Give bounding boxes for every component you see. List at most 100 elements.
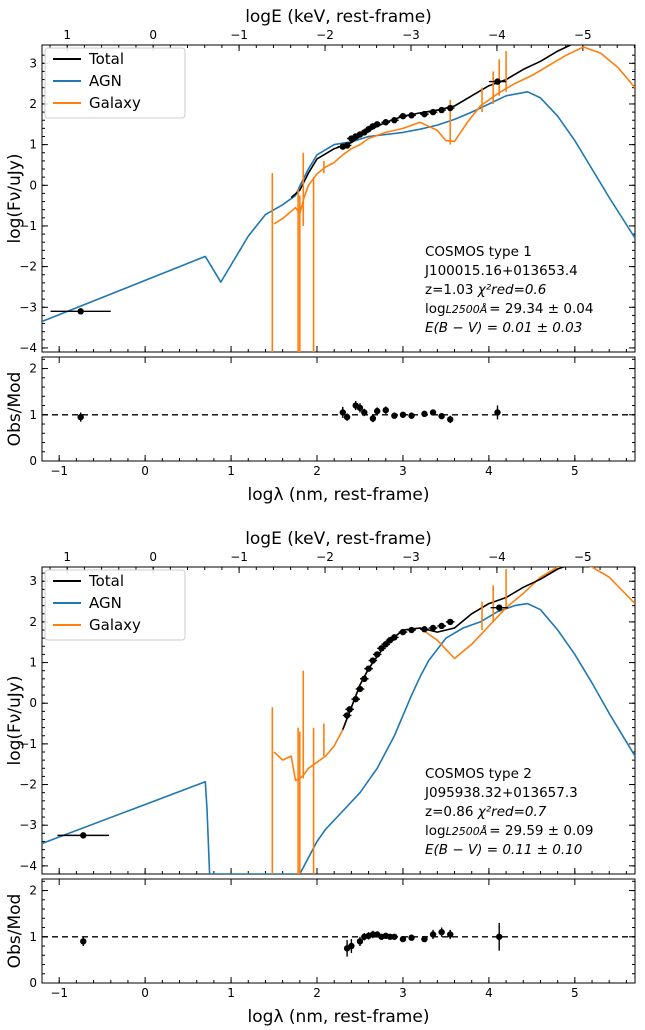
panel-2: −1 0 1 2 3 4 5 logλ (nm, rest-frame) 1 0 −1 −2 −3 −4 −… bbox=[5, 529, 636, 1027]
main-axes-frame bbox=[41, 566, 636, 875]
y-tick-label: 1 bbox=[29, 138, 37, 152]
legend-label-agn: AGN bbox=[89, 72, 122, 90]
annotation-l2500-value: = 29.34 ± 0.04 bbox=[489, 301, 593, 317]
photometry-point bbox=[346, 706, 353, 713]
residual-point bbox=[408, 412, 415, 419]
y-tick-label: 0 bbox=[29, 696, 37, 710]
y-tick-label: −1 bbox=[19, 219, 37, 233]
residual-point bbox=[447, 931, 454, 938]
legend-label-total: Total bbox=[88, 572, 124, 590]
photometry-point bbox=[447, 618, 454, 626]
photometry-point bbox=[421, 110, 428, 118]
photometry-point bbox=[391, 634, 398, 641]
x-tick-label: 5 bbox=[571, 986, 579, 1000]
photometry-point bbox=[399, 112, 407, 120]
top-axis-tick-label: −2 bbox=[316, 550, 334, 564]
annotation-chi2: χ²red=0.6 bbox=[477, 282, 547, 298]
residual-point bbox=[361, 409, 368, 416]
top-axis-tick-label: −2 bbox=[316, 28, 334, 42]
x-tick-label: 1 bbox=[227, 986, 235, 1000]
residual-point bbox=[391, 933, 398, 940]
x-tick-label: 3 bbox=[399, 986, 407, 1000]
y-axis-title: log(Fν/uJy) bbox=[5, 153, 25, 243]
residual-point bbox=[496, 933, 503, 940]
legend-label-total: Total bbox=[88, 50, 124, 68]
res-y-tick-label: 0 bbox=[29, 976, 37, 990]
residual-point bbox=[339, 409, 346, 416]
annotation-log: log bbox=[425, 823, 446, 839]
y-tick-label: 2 bbox=[29, 615, 37, 629]
x-tick-label: 3 bbox=[399, 464, 407, 478]
photometry-point bbox=[438, 622, 445, 630]
top-axis-tick-label: −4 bbox=[488, 550, 506, 564]
photometry-point bbox=[496, 604, 503, 611]
photometry-point bbox=[391, 117, 398, 124]
top-axis-tick-label: −5 bbox=[574, 28, 592, 42]
x-tick-label: 4 bbox=[485, 464, 493, 478]
residual-point bbox=[421, 935, 428, 943]
res-y-tick-label: 1 bbox=[29, 408, 37, 422]
legend-box bbox=[44, 569, 186, 641]
annotation-l2500: L2500Å bbox=[446, 825, 488, 838]
annotation-ebv: E(B − V) = 0.11 ± 0.10 bbox=[425, 842, 582, 858]
y-tick-label: 2 bbox=[29, 97, 37, 111]
res-y-axis-title: Obs/Mod bbox=[5, 372, 25, 447]
photometry-points bbox=[57, 604, 508, 839]
panel-1: −1 0 1 2 3 4 5 logλ (nm, rest-frame) 1 0 −1 −2 −3 −4 −… bbox=[5, 7, 636, 505]
residual-point bbox=[408, 934, 415, 941]
residual-point bbox=[348, 942, 355, 950]
res-y-axis-title: Obs/Mod bbox=[5, 894, 25, 969]
residual-axes-frame bbox=[41, 878, 636, 984]
legend: Total AGN Galaxy bbox=[44, 569, 186, 641]
residual-point bbox=[391, 412, 398, 419]
annotation-z: z=1.03 bbox=[425, 282, 478, 298]
residual-point bbox=[494, 409, 501, 416]
annotation-redshift: z=1.03 χ²red=0.6 bbox=[425, 282, 546, 298]
res-y-tick-label: 2 bbox=[29, 362, 37, 376]
residual-point bbox=[80, 938, 87, 945]
residual-point bbox=[356, 938, 364, 945]
top-axis-title: logE (keV, rest-frame) bbox=[245, 7, 432, 27]
residual-point bbox=[438, 928, 445, 936]
photometry-point bbox=[369, 657, 377, 664]
residual-axes-frame bbox=[41, 356, 636, 462]
residual-point bbox=[382, 406, 389, 414]
res-y-tick-label: 1 bbox=[29, 930, 37, 944]
residual-points bbox=[42, 922, 635, 957]
top-axis-tick-label: 0 bbox=[149, 28, 157, 42]
y-tick-label: 1 bbox=[29, 656, 37, 670]
annotation-luminosity: logL2500Å = 29.34 ± 0.04 bbox=[425, 301, 593, 317]
series-line-agn bbox=[42, 602, 635, 874]
photometry-point bbox=[365, 665, 372, 672]
photometry-point bbox=[343, 712, 351, 719]
photometry-point bbox=[408, 112, 415, 119]
photometry-point bbox=[438, 106, 445, 114]
photometry-point bbox=[373, 121, 381, 128]
series-line-total bbox=[342, 567, 566, 730]
top-axis-tick-label: −1 bbox=[230, 550, 248, 564]
x-tick-label: 2 bbox=[313, 986, 321, 1000]
x-tick-label: 0 bbox=[141, 986, 149, 1000]
annotation-luminosity: logL2500Å = 29.59 ± 0.09 bbox=[425, 823, 593, 839]
x-tick-label: −1 bbox=[50, 986, 68, 1000]
photometry-point bbox=[429, 108, 437, 116]
top-axis-tick-label: 0 bbox=[149, 550, 157, 564]
residual-point bbox=[399, 935, 407, 943]
annotation-type: COSMOS type 2 bbox=[425, 766, 532, 782]
top-axis-tick-label: 1 bbox=[63, 550, 71, 564]
residual-point bbox=[77, 413, 84, 421]
photometry-point bbox=[408, 626, 415, 634]
y-tick-label: 0 bbox=[29, 178, 37, 192]
residual-point bbox=[447, 416, 454, 423]
residual-point bbox=[356, 404, 364, 412]
photometry-point bbox=[352, 695, 359, 703]
top-axis-tick-label: −4 bbox=[488, 28, 506, 42]
top-axis-tick-label: −3 bbox=[402, 550, 420, 564]
series-line-galaxy bbox=[273, 46, 635, 225]
fit-annotation: COSMOS type 2 J095938.32+013657.3 z=0.86 χ… bbox=[424, 766, 593, 858]
annotation-l2500-value: = 29.59 ± 0.09 bbox=[489, 823, 593, 839]
residual-point bbox=[369, 415, 377, 422]
residual-point bbox=[421, 410, 428, 418]
top-axis-title: logE (keV, rest-frame) bbox=[245, 529, 432, 549]
